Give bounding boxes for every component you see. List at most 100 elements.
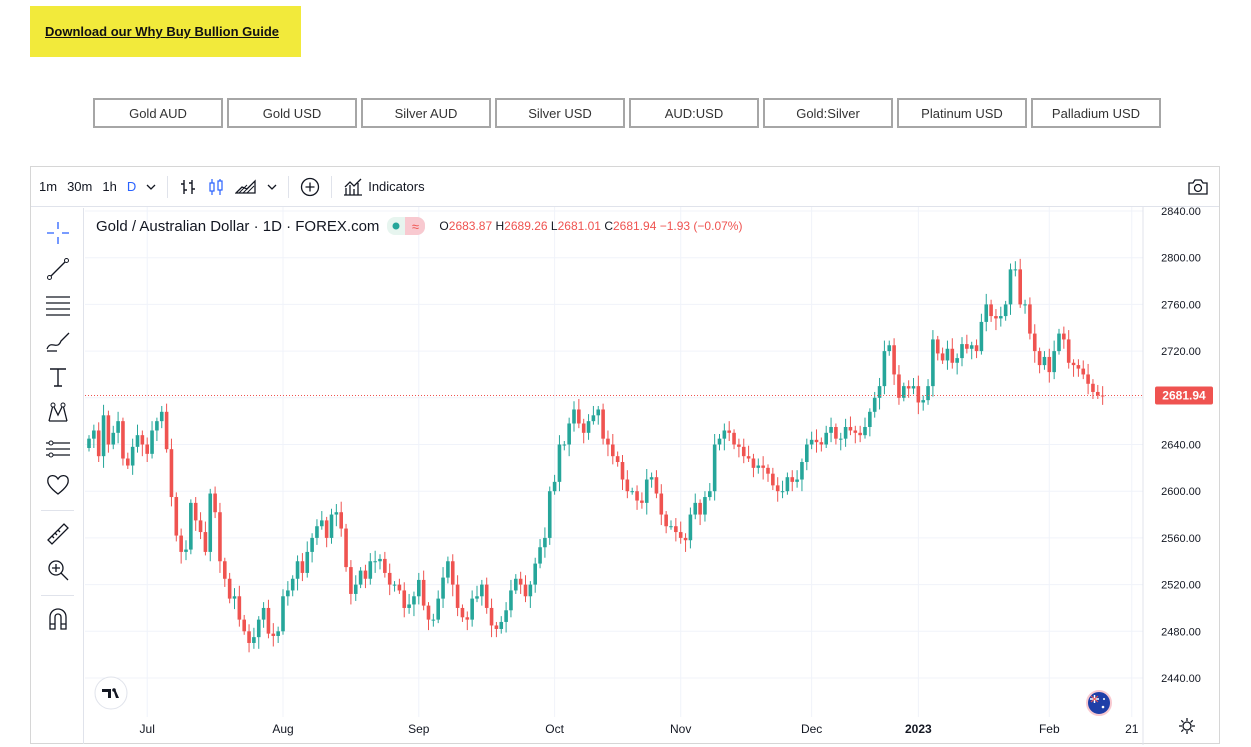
- y-tick-label: 2520.00: [1161, 580, 1201, 592]
- candle: [281, 589, 285, 635]
- candle: [353, 575, 358, 601]
- tab-gold-silver[interactable]: Gold:Silver: [763, 98, 893, 128]
- area-chart-type-icon[interactable]: [230, 167, 262, 206]
- indicators-icon: [344, 178, 363, 196]
- candle: [242, 614, 246, 635]
- brush-icon[interactable]: [43, 326, 73, 356]
- candle: [286, 581, 290, 606]
- candle: [208, 488, 213, 562]
- crosshair-icon[interactable]: [43, 218, 73, 248]
- market-status-pill[interactable]: ≈: [387, 217, 426, 235]
- y-tick-label: 2440.00: [1161, 673, 1201, 685]
- candle: [868, 408, 872, 437]
- symbol-title[interactable]: Gold / Australian Dollar · 1D · FOREX.co…: [96, 217, 380, 235]
- chart-type-chevron-icon[interactable]: [262, 167, 282, 206]
- candle: [538, 539, 542, 569]
- candle: [572, 401, 576, 432]
- candle: [543, 527, 547, 558]
- candle: [155, 417, 159, 441]
- compare-plus-icon[interactable]: [295, 167, 325, 206]
- candle: [746, 445, 751, 463]
- interval-1h[interactable]: 1h: [102, 179, 117, 194]
- tab-gold-aud[interactable]: Gold AUD: [93, 98, 223, 128]
- candle: [994, 309, 998, 331]
- candle: [761, 456, 765, 480]
- price-axis[interactable]: 2840.002800.002760.002720.002680.002640.…: [1161, 207, 1201, 685]
- prediction-tool-icon[interactable]: [43, 434, 73, 464]
- candle: [213, 486, 217, 519]
- candle: [1071, 359, 1076, 377]
- tab-gold-usd[interactable]: Gold USD: [227, 98, 357, 128]
- candle: [1047, 348, 1052, 383]
- candle: [344, 523, 348, 572]
- candle: [790, 470, 795, 492]
- candle: [800, 458, 804, 492]
- candle: [1096, 384, 1100, 399]
- candle: [87, 435, 91, 452]
- candle: [683, 533, 688, 552]
- text-tool-icon[interactable]: [43, 362, 73, 392]
- candle: [489, 598, 494, 638]
- candles-chart-type-icon[interactable]: [202, 167, 230, 206]
- candle: [412, 591, 416, 617]
- tab-silver-aud[interactable]: Silver AUD: [361, 98, 491, 128]
- interval-d[interactable]: D: [126, 179, 137, 194]
- candle: [329, 508, 334, 544]
- bar-chart-type-icon[interactable]: [174, 167, 202, 206]
- tab-platinum-usd[interactable]: Platinum USD: [897, 98, 1027, 128]
- price-chart[interactable]: 2840.002800.002760.002720.002680.002640.…: [85, 207, 1220, 745]
- candle: [1018, 258, 1022, 308]
- candle: [101, 404, 106, 468]
- time-axis[interactable]: Jul Aug Sep Oct Nov Dec 2023 Feb 21: [140, 722, 1139, 736]
- download-guide-button[interactable]: Download our Why Buy Bullion Guide: [30, 6, 301, 57]
- toolbar-divider: [288, 175, 290, 198]
- interval-30m[interactable]: 30m: [67, 179, 93, 194]
- candle: [712, 433, 717, 501]
- candle: [441, 567, 445, 608]
- candle: [921, 395, 925, 411]
- candle: [421, 570, 426, 611]
- candle: [751, 453, 756, 478]
- indicators-button[interactable]: Indicators: [338, 167, 429, 206]
- zoom-in-icon[interactable]: [43, 555, 73, 585]
- tab-aud-usd[interactable]: AUD:USD: [629, 98, 759, 128]
- candle: [358, 567, 363, 589]
- magnet-icon[interactable]: [43, 604, 73, 634]
- time-axis-settings-gear-icon[interactable]: [1179, 718, 1195, 734]
- tab-palladium-usd[interactable]: Palladium USD: [1031, 98, 1161, 128]
- candle: [965, 334, 969, 354]
- ruler-icon[interactable]: [43, 519, 73, 549]
- candle: [737, 438, 741, 458]
- candle: [203, 521, 208, 556]
- candle: [727, 421, 731, 441]
- interval-1m[interactable]: 1m: [39, 179, 58, 194]
- candle: [732, 429, 736, 450]
- y-tick-label: 2760.00: [1161, 299, 1201, 311]
- favorites-heart-icon[interactable]: [43, 470, 73, 500]
- pattern-tool-icon[interactable]: [43, 398, 73, 428]
- candle: [417, 572, 421, 605]
- candle: [499, 616, 504, 634]
- candle: [615, 451, 620, 467]
- candle: [276, 626, 280, 643]
- camera-snapshot-icon[interactable]: [1182, 167, 1219, 206]
- australia-flag-icon: [1086, 690, 1112, 716]
- candle: [465, 611, 470, 631]
- candle: [814, 429, 819, 453]
- chart-toolbar: 1m 30m 1h D Indicators: [31, 167, 1219, 207]
- candle: [858, 425, 862, 443]
- fib-retracement-icon[interactable]: [43, 290, 73, 320]
- data-delayed-wave-icon: ≈: [405, 217, 426, 235]
- candle: [838, 432, 843, 451]
- candle: [164, 403, 169, 453]
- candle: [775, 477, 780, 502]
- candle: [635, 485, 639, 510]
- tab-silver-usd[interactable]: Silver USD: [495, 98, 625, 128]
- interval-dropdown-chevron-icon[interactable]: [141, 167, 161, 206]
- candle: [766, 464, 770, 482]
- candle: [223, 557, 227, 587]
- candle: [310, 533, 314, 563]
- tradingview-logo[interactable]: [94, 676, 128, 710]
- trend-line-icon[interactable]: [43, 254, 73, 284]
- candle: [688, 507, 693, 549]
